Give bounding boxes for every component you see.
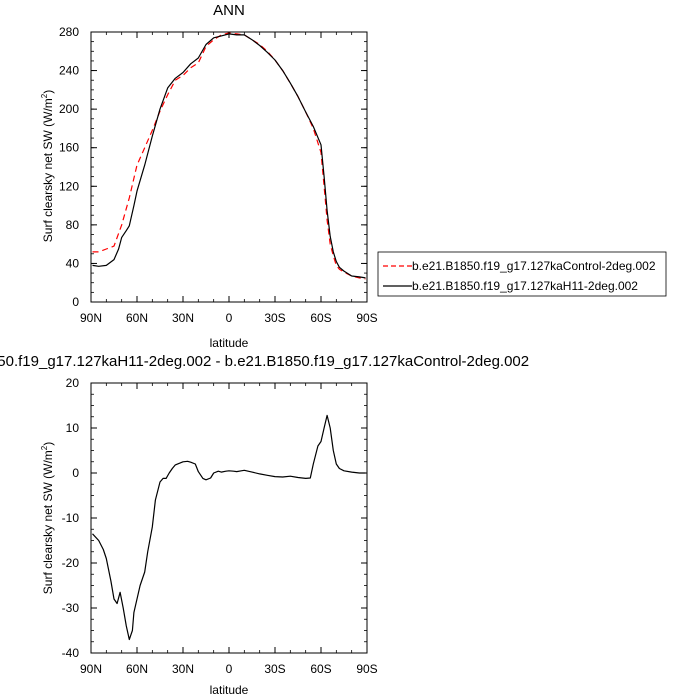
top-y-axis-label-sup: 2 — [40, 93, 49, 98]
bottom-chart-title: b.e21.B1850.f19_g17.127kaH11-2deg.002 - … — [0, 353, 529, 370]
x-tick-label: 30S — [264, 662, 285, 676]
x-tick-label: 60S — [310, 311, 331, 325]
series-line-2 — [92, 33, 366, 279]
x-tick-label: 90N — [80, 311, 102, 325]
top-x-axis-label: latitude — [210, 336, 249, 350]
bottom-y-axis-label-main: Surf clearsky net SW (W/m — [41, 450, 55, 594]
top-y-ticks: 0 40 80 120 160 200 240 280 — [59, 25, 367, 309]
bottom-y-ticks: -40 -30 -20 -10 0 10 20 — [62, 376, 367, 660]
bottom-panel: b.e21.B1850.f19_g17.127kaH11-2deg.002 - … — [0, 353, 529, 697]
bottom-plot-area — [90, 382, 368, 654]
top-chart-title: ANN — [213, 2, 245, 19]
top-panel: ANN 0 40 80 120 160 200 240 280 90N 60N 30N 0 30S 60… — [40, 2, 378, 350]
series-line-1 — [92, 414, 366, 641]
x-tick-label: 60S — [310, 662, 331, 676]
bottom-y-axis-label-sup: 2 — [40, 445, 49, 450]
legend-label-control: b.e21.B1850.f19_g17.127kaControl-2deg.00… — [412, 259, 656, 273]
y-tick-label: -40 — [62, 646, 80, 660]
legend-box — [377, 251, 667, 297]
x-tick-label: 60N — [126, 311, 148, 325]
y-tick-label: -20 — [62, 556, 80, 570]
bottom-x-axis-label: latitude — [210, 683, 249, 697]
top-y-axis-label: Surf clearsky net SW (W/m2) — [40, 90, 55, 242]
plot-frame — [90, 31, 368, 303]
y-tick-label: 20 — [66, 376, 80, 390]
series-line-1 — [92, 32, 366, 280]
x-tick-label: 30N — [172, 311, 194, 325]
legend: b.e21.B1850.f19_g17.127kaControl-2deg.00… — [377, 251, 667, 297]
x-tick-label: 0 — [226, 662, 233, 676]
y-tick-label: 40 — [66, 256, 80, 270]
bottom-y-axis-label: Surf clearsky net SW (W/m2) — [40, 442, 55, 594]
y-tick-label: 120 — [59, 179, 79, 193]
x-tick-label: 90S — [356, 662, 377, 676]
y-tick-label: -30 — [62, 601, 80, 615]
y-tick-label: 280 — [59, 25, 79, 39]
x-tick-label: 60N — [126, 662, 148, 676]
top-plot-area — [90, 31, 368, 303]
bottom-x-ticks: 90N 60N 30N 0 30S 60S 90S — [80, 383, 378, 676]
y-tick-label: 160 — [59, 141, 79, 155]
x-tick-label: 30S — [264, 311, 285, 325]
top-y-axis-label-tail: ) — [41, 90, 55, 94]
y-tick-label: 80 — [66, 218, 80, 232]
y-tick-label: 10 — [66, 421, 80, 435]
y-tick-label: 200 — [59, 102, 79, 116]
y-tick-label: -10 — [62, 511, 80, 525]
bottom-y-axis-label-tail: ) — [41, 442, 55, 446]
top-y-axis-label-main: Surf clearsky net SW (W/m — [41, 98, 55, 242]
y-tick-label: 240 — [59, 64, 79, 78]
x-tick-label: 30N — [172, 662, 194, 676]
y-tick-label: 0 — [72, 466, 79, 480]
legend-label-h11: b.e21.B1850.f19_g17.127kaH11-2deg.002 — [412, 279, 638, 293]
x-tick-label: 90N — [80, 662, 102, 676]
top-x-ticks: 90N 60N 30N 0 30S 60S 90S — [80, 32, 378, 325]
x-tick-label: 90S — [356, 311, 377, 325]
y-tick-label: 0 — [72, 295, 79, 309]
x-tick-label: 0 — [226, 311, 233, 325]
